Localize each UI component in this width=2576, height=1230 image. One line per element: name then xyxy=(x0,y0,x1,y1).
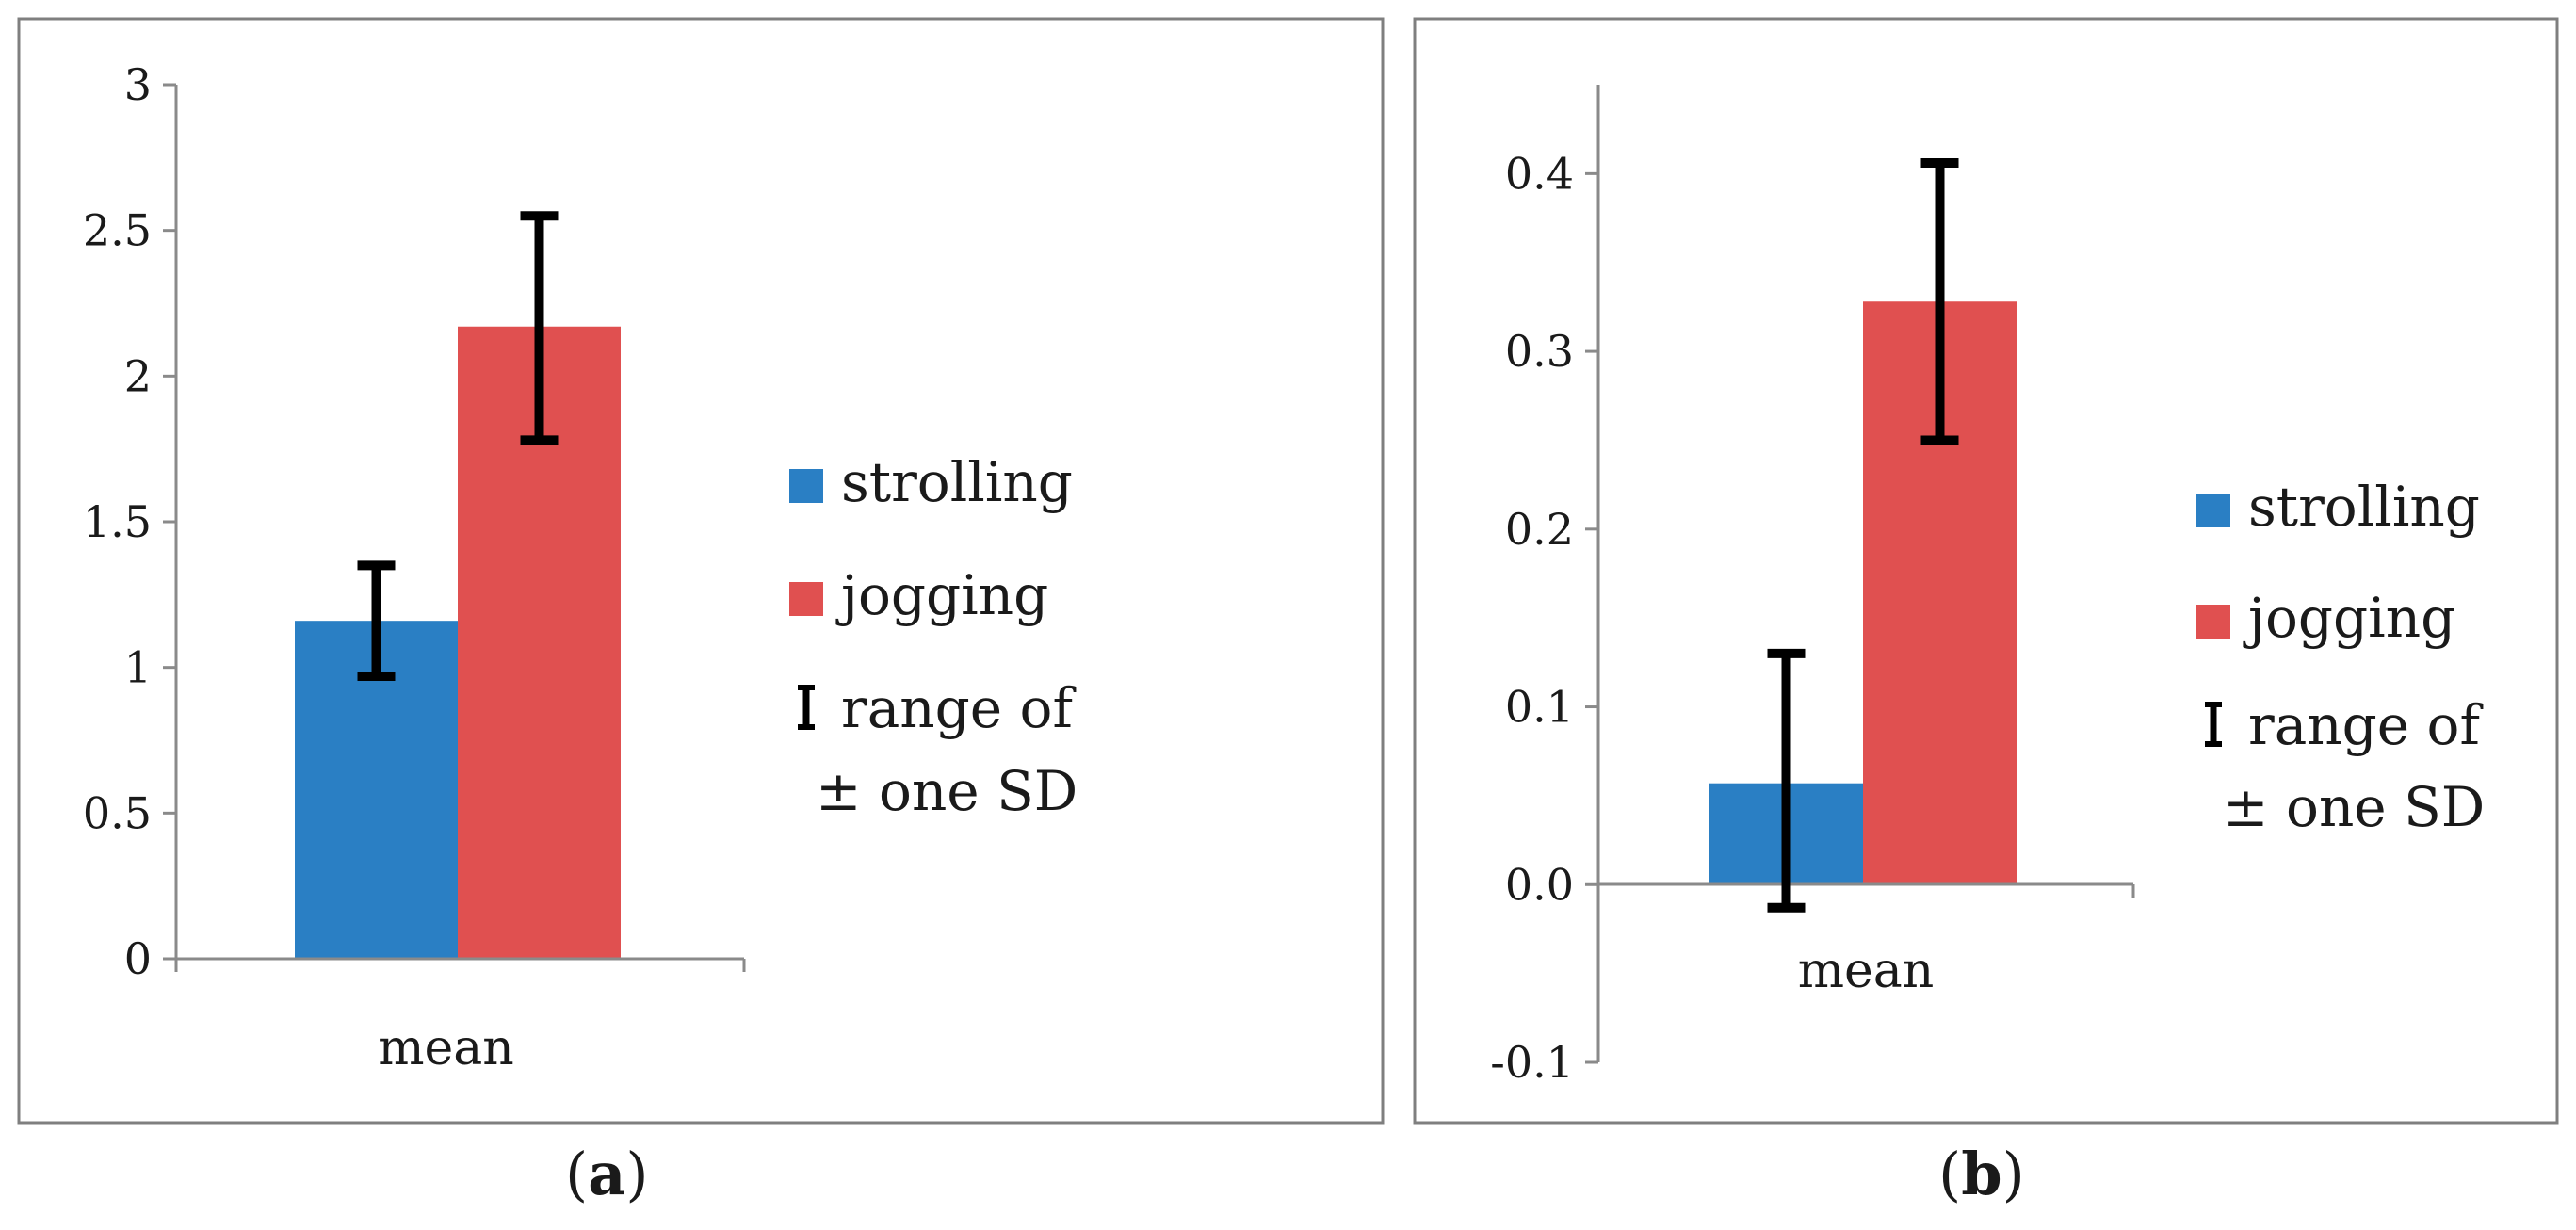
panel-a-y-tick-label: 0 xyxy=(124,933,152,984)
panel-a-legend-errorbar-label: range of xyxy=(841,676,1076,740)
panel-b-legend-errorbar-label: range of xyxy=(2248,693,2483,757)
panel-a-y-tick-label: 1 xyxy=(124,642,152,693)
panel-a-category-label: mean xyxy=(378,1020,514,1076)
panel-b-y-tick-label: 0.1 xyxy=(1505,682,1574,733)
panel-b-chart: -0.1 0.0 0.1 0.2 0.3 0.4 mean strolling jogging r… xyxy=(1413,17,2559,1125)
panel-a-y-tick-label: 1.5 xyxy=(83,496,152,547)
panel-a-legend-label-jogging: jogging xyxy=(835,563,1048,627)
panel-b-legend-label-strolling: strolling xyxy=(2248,475,2480,539)
panel-b-legend-swatch-strolling xyxy=(2196,494,2230,527)
panel-b-category-label: mean xyxy=(1798,943,1935,999)
panel-a-legend-label-strolling: strolling xyxy=(841,450,1073,514)
panel-a-legend-swatch-jogging xyxy=(789,582,823,616)
panel-b-y-tick-label: -0.1 xyxy=(1490,1037,1574,1088)
panel-b-legend-swatch-jogging xyxy=(2196,605,2230,639)
panel-b-y-tick-label: 0.0 xyxy=(1505,859,1574,910)
panel-b-caption: (b) xyxy=(1938,1140,2025,1208)
panel-a-chart: 0 0.5 1 1.5 2 2.5 3 mean strolling jogging range o… xyxy=(17,17,1385,1125)
panel-a-y-tick-label: 0.5 xyxy=(83,787,152,838)
panel-b-y-tick-label: 0.3 xyxy=(1505,326,1574,377)
panel-b-legend-label-jogging: jogging xyxy=(2243,586,2455,650)
panel-b-y-tick-label: 0.4 xyxy=(1505,148,1574,199)
panel-a-y-tick-label: 2 xyxy=(124,350,152,401)
panel-a-frame xyxy=(17,17,1385,1125)
panel-a-legend-errorbar-label-2: ± one SD xyxy=(816,759,1077,823)
panel-b-legend-errorbar-label-2: ± one SD xyxy=(2223,775,2485,839)
panel-a-y-tick-label: 3 xyxy=(124,59,152,110)
panel-a-caption: (a) xyxy=(565,1140,649,1208)
panel-a-legend-swatch-strolling xyxy=(789,469,823,503)
panel-b-y-tick-label: 0.2 xyxy=(1505,504,1574,555)
panel-a-y-tick-label: 2.5 xyxy=(83,205,152,256)
